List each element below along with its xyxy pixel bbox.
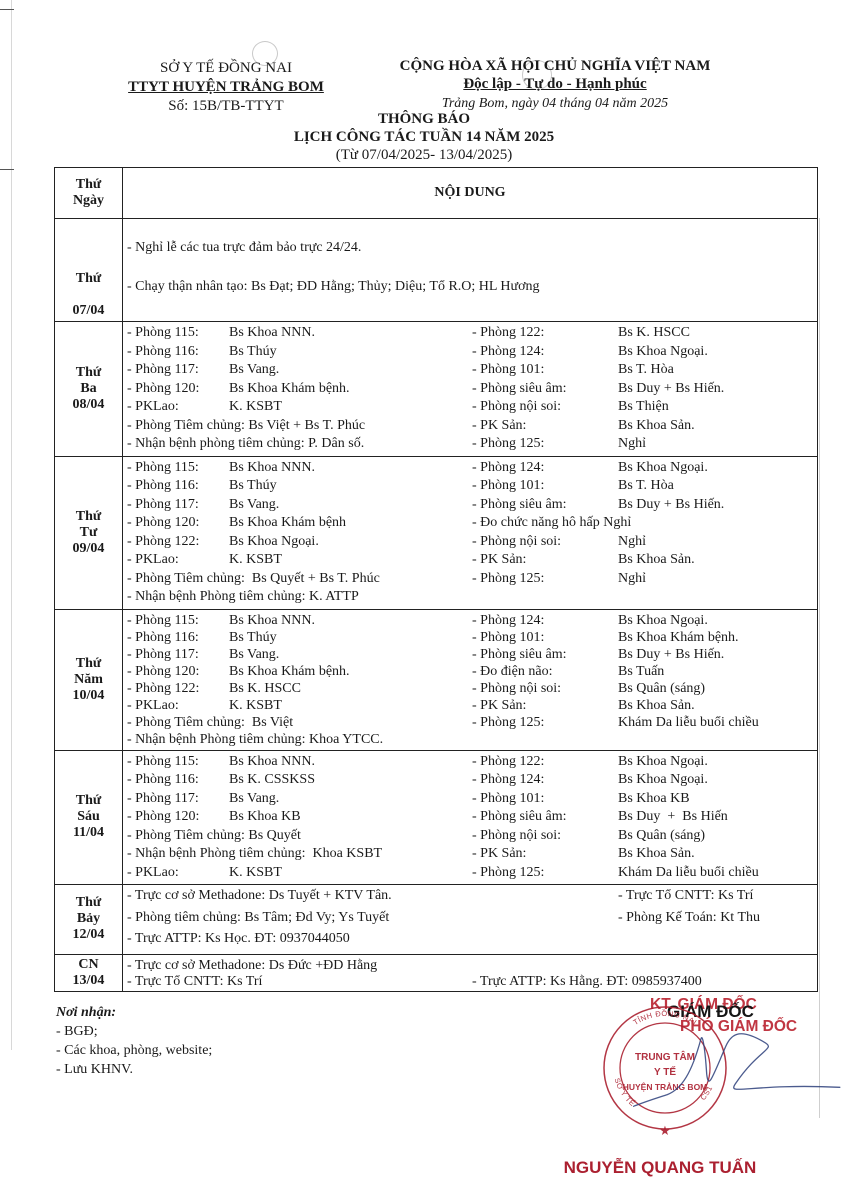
svg-text:★: ★: [659, 1123, 671, 1138]
svg-text:TRUNG TÂM: TRUNG TÂM: [635, 1050, 695, 1063]
svg-text:HUYỆN TRẢNG BOM: HUYỆN TRẢNG BOM: [623, 1081, 708, 1092]
svg-text:Y TẾ: Y TẾ: [654, 1065, 676, 1078]
